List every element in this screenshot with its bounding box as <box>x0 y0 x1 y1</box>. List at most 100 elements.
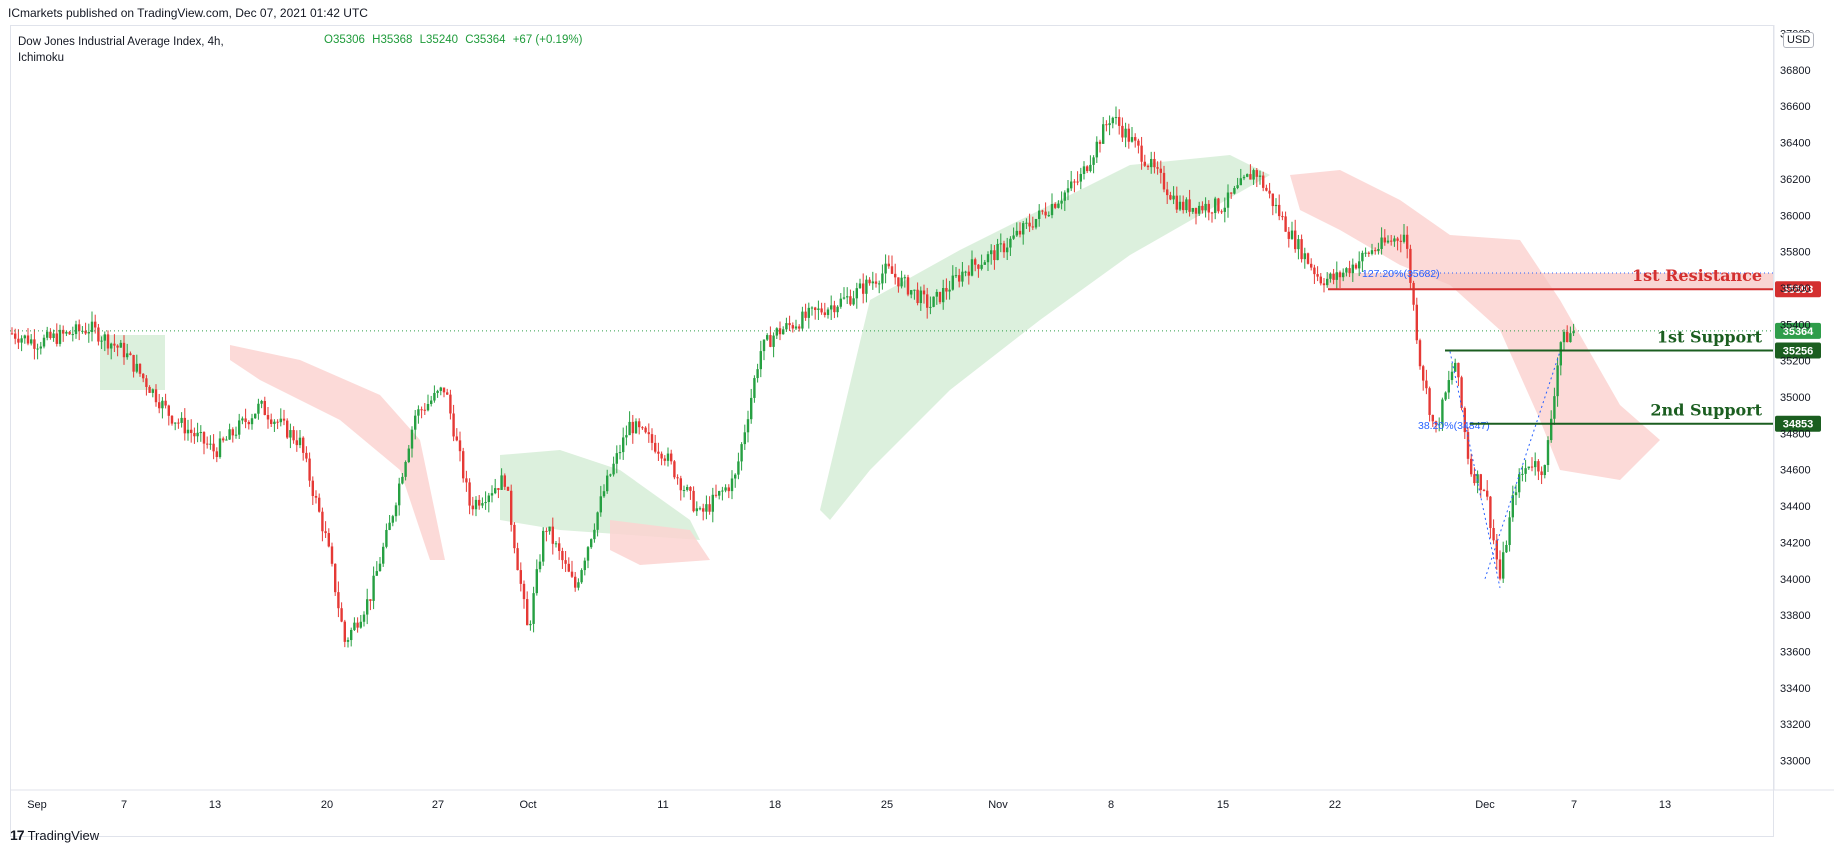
candle-body <box>1140 145 1143 162</box>
candle-body <box>497 488 500 490</box>
candle-body <box>1556 365 1559 397</box>
candle-body <box>1079 173 1082 182</box>
candle-body <box>148 386 151 393</box>
candle-body <box>126 353 129 358</box>
candle-body <box>39 346 42 349</box>
candle-body <box>1406 234 1409 249</box>
y-tick-label: 35600 <box>1780 283 1811 295</box>
tradingview-logo[interactable]: 17 TradingView <box>10 827 99 843</box>
candle-body <box>628 421 631 436</box>
last-price-badge-label: 35364 <box>1783 326 1814 338</box>
candle-body <box>1191 207 1194 212</box>
candle-body <box>1031 226 1034 228</box>
candle-body <box>33 339 36 349</box>
candle-body <box>1524 468 1527 474</box>
candle-body <box>318 497 321 512</box>
support-title: 2nd Support <box>1650 401 1762 420</box>
candle-body <box>849 296 852 305</box>
published-note: ICmarkets published on TradingView.com, … <box>8 6 368 20</box>
candle-body <box>1265 187 1268 191</box>
candle-body <box>439 387 442 391</box>
candle-body <box>193 432 196 437</box>
candle-body <box>916 289 919 304</box>
candle-body <box>170 415 174 424</box>
candle-body <box>1338 272 1342 278</box>
candle-body <box>1492 528 1495 541</box>
candle-body <box>289 430 292 438</box>
candle-body <box>55 333 58 344</box>
candle-body <box>807 307 810 318</box>
candle-body <box>1559 342 1562 366</box>
candle-body <box>727 487 730 492</box>
candle-body <box>260 400 263 404</box>
candle-body <box>1418 340 1422 367</box>
candle-body <box>199 432 202 434</box>
candle-body <box>36 348 39 350</box>
candle-body <box>1332 273 1335 280</box>
x-tick-label: Sep <box>27 799 47 811</box>
x-tick-label: 13 <box>1659 799 1671 811</box>
cloud-bear-segment <box>1290 170 1660 480</box>
candle-body <box>100 340 103 342</box>
candle-body <box>1351 264 1354 274</box>
candle-body <box>471 505 474 510</box>
candle-body <box>922 290 926 295</box>
candle-body <box>158 402 161 409</box>
candle-body <box>1374 250 1377 252</box>
candle-body <box>839 298 842 307</box>
candle-body <box>577 582 580 588</box>
y-tick-label: 35000 <box>1780 392 1811 404</box>
candle-body <box>926 294 929 308</box>
candle-body <box>1127 128 1130 142</box>
candle-body <box>138 363 142 374</box>
candle-body <box>871 281 874 284</box>
candle-body <box>1412 282 1415 305</box>
candle-body <box>308 458 311 481</box>
candle-body <box>1162 172 1166 190</box>
candle-body <box>775 328 778 336</box>
candle-body <box>1482 489 1486 491</box>
candle-body <box>644 427 647 433</box>
ohlc-readout: O35306 H35368 L35240 C35364 +67 (+0.19%) <box>324 34 586 46</box>
candle-body <box>305 452 308 459</box>
candle-body <box>884 263 887 274</box>
candle-body <box>823 312 826 316</box>
candle-body <box>964 271 967 273</box>
candle-body <box>1172 195 1175 200</box>
candle-body <box>52 333 55 339</box>
candle-body <box>631 421 634 434</box>
candle-body <box>1297 239 1300 250</box>
candle-body <box>1258 175 1262 177</box>
candle-body <box>1025 222 1028 224</box>
candle-body <box>1047 215 1050 217</box>
candle-body <box>513 524 516 549</box>
candle-body <box>209 443 212 445</box>
candle-body <box>17 338 20 343</box>
x-tick-label: 11 <box>657 799 668 811</box>
candle-body <box>1105 124 1108 126</box>
candle-body <box>442 387 446 393</box>
cloud-bear-segment <box>230 345 445 560</box>
candle-body <box>542 530 545 562</box>
candle-body <box>782 329 785 335</box>
candle-body <box>679 478 682 491</box>
currency-button[interactable]: USD <box>1783 32 1815 48</box>
candle-body <box>801 311 804 329</box>
candle-body <box>1354 264 1358 269</box>
candle-body <box>1239 178 1242 186</box>
price-badge <box>1775 281 1821 298</box>
x-tick-label: 7 <box>121 799 127 811</box>
candle-body <box>769 335 772 347</box>
candle-body <box>756 369 759 379</box>
candle-body <box>730 478 734 492</box>
candle-body <box>196 432 199 437</box>
candle-body <box>810 307 814 309</box>
candle-body <box>702 508 705 512</box>
candle-body <box>689 487 692 491</box>
tradingview-logo-text: TradingView <box>27 827 100 843</box>
candle-body <box>241 418 244 421</box>
candle-body <box>602 491 606 497</box>
candle-body <box>218 438 222 458</box>
symbol-title: Dow Jones Industrial Average Index, 4h, <box>18 36 224 48</box>
